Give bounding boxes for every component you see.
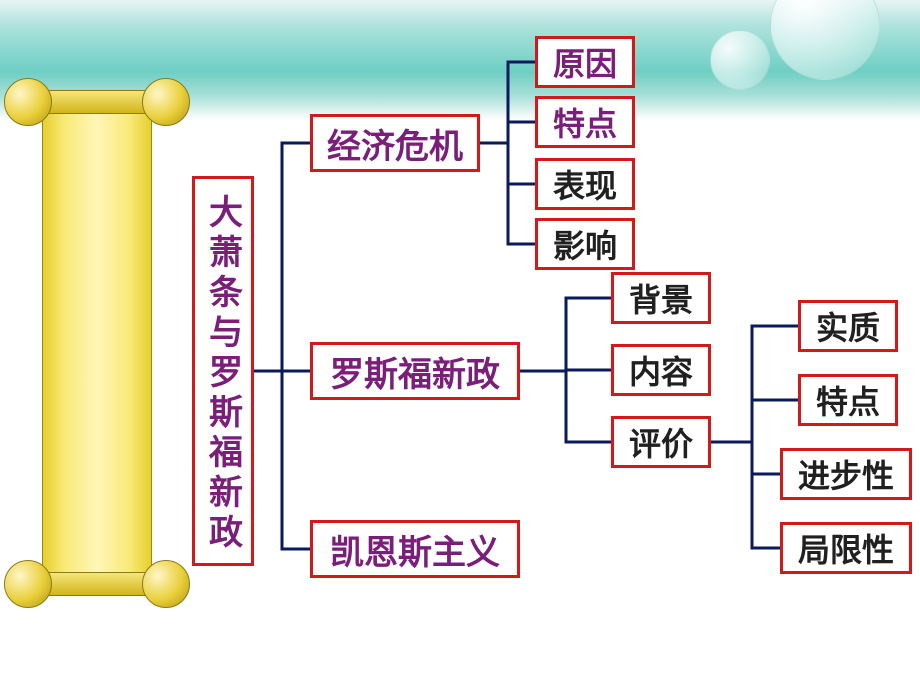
node-fdr: 罗斯福新政 (310, 342, 520, 400)
node-feat2: 特点 (798, 374, 898, 426)
node-keynes: 凯恩斯主义 (310, 520, 520, 578)
node-root: 大萧条与罗斯福新政 (192, 176, 254, 566)
decor-bubble-large (770, 0, 880, 80)
node-cause: 原因 (535, 36, 635, 88)
decor-bubble-small (710, 30, 770, 90)
node-essence: 实质 (798, 300, 898, 352)
node-eval: 评价 (611, 416, 711, 468)
node-bg: 背景 (611, 272, 711, 324)
node-progress: 进步性 (780, 448, 912, 500)
scroll-ornament (12, 78, 182, 608)
node-feature: 特点 (535, 96, 635, 148)
node-content: 内容 (611, 344, 711, 396)
node-manifest: 表现 (535, 158, 635, 210)
node-econ: 经济危机 (310, 114, 480, 172)
node-limit: 局限性 (780, 522, 912, 574)
node-impact: 影响 (535, 218, 635, 270)
